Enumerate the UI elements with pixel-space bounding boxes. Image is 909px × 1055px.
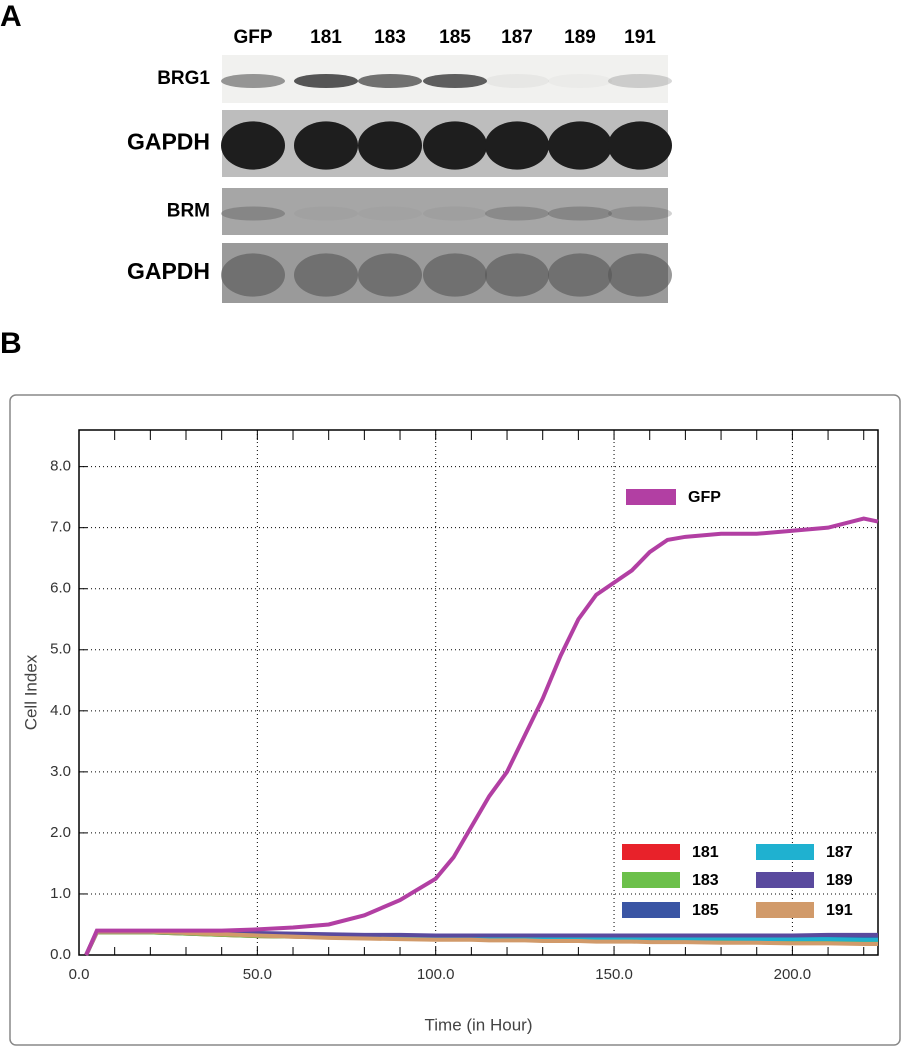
lane-label: 183 bbox=[374, 27, 406, 48]
lane-label: 181 bbox=[310, 27, 342, 48]
x-tick-label: 50.0 bbox=[243, 966, 272, 983]
blot-band bbox=[221, 206, 285, 221]
blot-band bbox=[548, 206, 612, 221]
blot-strip bbox=[222, 188, 668, 235]
blot-band bbox=[548, 253, 612, 297]
blot-band bbox=[608, 74, 672, 88]
lane-label: GFP bbox=[233, 27, 272, 48]
legend-swatch bbox=[622, 872, 680, 888]
y-tick-label: 1.0 bbox=[50, 885, 71, 902]
legend-label: 191 bbox=[826, 902, 853, 919]
blot-band bbox=[358, 121, 422, 170]
blot-band bbox=[294, 206, 358, 221]
blot-band bbox=[221, 253, 285, 297]
blot-band bbox=[485, 74, 549, 88]
x-tick-label: 100.0 bbox=[417, 966, 455, 983]
blot-band bbox=[485, 121, 549, 170]
y-tick-label: 6.0 bbox=[50, 580, 71, 597]
series-line bbox=[84, 516, 879, 956]
blot-band bbox=[608, 206, 672, 221]
y-tick-label: 3.0 bbox=[50, 763, 71, 780]
blot-band bbox=[423, 74, 487, 88]
legend-swatch bbox=[622, 902, 680, 918]
row-label: GAPDH bbox=[127, 258, 210, 284]
blot-band bbox=[485, 253, 549, 297]
y-tick-label: 4.0 bbox=[50, 702, 71, 719]
blot-band bbox=[423, 206, 487, 221]
blot-band bbox=[294, 121, 358, 170]
legend-swatch bbox=[622, 844, 680, 860]
legend-swatch bbox=[756, 844, 814, 860]
legend-swatch bbox=[756, 872, 814, 888]
legend-label: 187 bbox=[826, 844, 853, 861]
row-label: GAPDH bbox=[127, 129, 210, 155]
x-axis-label: Time (in Hour) bbox=[425, 1015, 533, 1034]
x-tick-label: 200.0 bbox=[774, 966, 812, 983]
legend-label: 189 bbox=[826, 872, 853, 889]
legend-label: 185 bbox=[692, 902, 719, 919]
blot-band bbox=[485, 206, 549, 221]
blot-band bbox=[548, 74, 612, 88]
plot-area bbox=[78, 429, 879, 956]
blot-band bbox=[423, 121, 487, 170]
blot-band bbox=[548, 121, 612, 170]
panel-label: A bbox=[0, 0, 22, 33]
blot-band bbox=[358, 74, 422, 88]
legend-swatch bbox=[756, 902, 814, 918]
lane-label: 187 bbox=[501, 27, 533, 48]
blot-band bbox=[358, 253, 422, 297]
blot-band bbox=[423, 253, 487, 297]
legend-swatch bbox=[626, 489, 676, 505]
legend-label: 181 bbox=[692, 844, 719, 861]
lane-label: 189 bbox=[564, 27, 596, 48]
lane-label: 191 bbox=[624, 27, 656, 48]
y-axis-label: Cell Index bbox=[21, 654, 40, 730]
x-tick-label: 0.0 bbox=[69, 966, 90, 983]
row-label: BRM bbox=[167, 201, 210, 222]
blot-band bbox=[221, 74, 285, 88]
legend-label: GFP bbox=[688, 489, 721, 506]
series-line bbox=[84, 929, 878, 956]
x-tick-label: 150.0 bbox=[595, 966, 633, 983]
y-tick-label: 5.0 bbox=[50, 641, 71, 658]
row-label: BRG1 bbox=[157, 68, 210, 89]
blot-band bbox=[358, 206, 422, 221]
panel-label: B bbox=[0, 327, 22, 360]
blot-band bbox=[221, 121, 285, 170]
legend-label: 183 bbox=[692, 872, 719, 889]
blot-band bbox=[294, 253, 358, 297]
y-tick-label: 0.0 bbox=[50, 946, 71, 963]
y-tick-label: 7.0 bbox=[50, 519, 71, 536]
y-tick-label: 2.0 bbox=[50, 824, 71, 841]
y-tick-label: 8.0 bbox=[50, 458, 71, 475]
blot-band bbox=[608, 253, 672, 297]
blot-band bbox=[294, 74, 358, 88]
blot-band bbox=[608, 121, 672, 170]
lane-label: 185 bbox=[439, 27, 471, 48]
